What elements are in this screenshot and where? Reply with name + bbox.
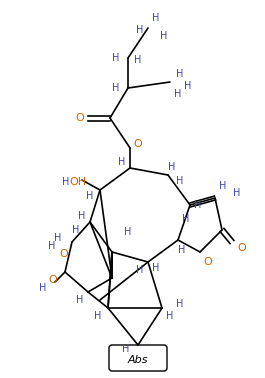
Text: Abs: Abs (128, 355, 148, 365)
Text: H: H (122, 344, 130, 354)
Text: H: H (76, 295, 84, 305)
Text: H: H (166, 311, 174, 321)
Text: H: H (160, 31, 168, 41)
Text: H: H (124, 227, 132, 237)
Text: H: H (168, 162, 176, 172)
Text: H: H (136, 265, 144, 275)
Text: O: O (76, 113, 84, 123)
Text: O: O (204, 257, 212, 267)
Text: H: H (39, 283, 47, 293)
Text: H: H (233, 188, 241, 198)
Text: H: H (48, 241, 56, 251)
Text: H: H (178, 245, 186, 255)
Text: OH: OH (69, 177, 87, 187)
Text: H: H (174, 89, 182, 99)
Text: H: H (94, 311, 102, 321)
Text: H: H (86, 191, 94, 201)
Text: H: H (54, 233, 62, 243)
Text: O: O (134, 139, 142, 149)
Text: H: H (118, 157, 126, 167)
Text: H: H (112, 53, 120, 63)
Text: H: H (78, 211, 86, 221)
Text: H: H (184, 81, 192, 91)
Text: H: H (72, 225, 80, 235)
Text: H: H (112, 83, 120, 93)
Text: H: H (152, 13, 160, 23)
Text: H: H (62, 177, 70, 187)
Text: H: H (194, 200, 202, 210)
Text: O: O (238, 243, 246, 253)
Text: H: H (182, 214, 190, 224)
Text: H: H (176, 176, 184, 186)
Text: H: H (219, 181, 227, 191)
Text: O: O (48, 275, 58, 285)
Text: H: H (136, 25, 144, 35)
Text: O: O (60, 249, 68, 259)
Text: H: H (176, 69, 184, 79)
Text: H: H (152, 263, 160, 273)
Text: H: H (134, 55, 142, 65)
FancyBboxPatch shape (109, 345, 167, 371)
Text: H: H (176, 299, 184, 309)
